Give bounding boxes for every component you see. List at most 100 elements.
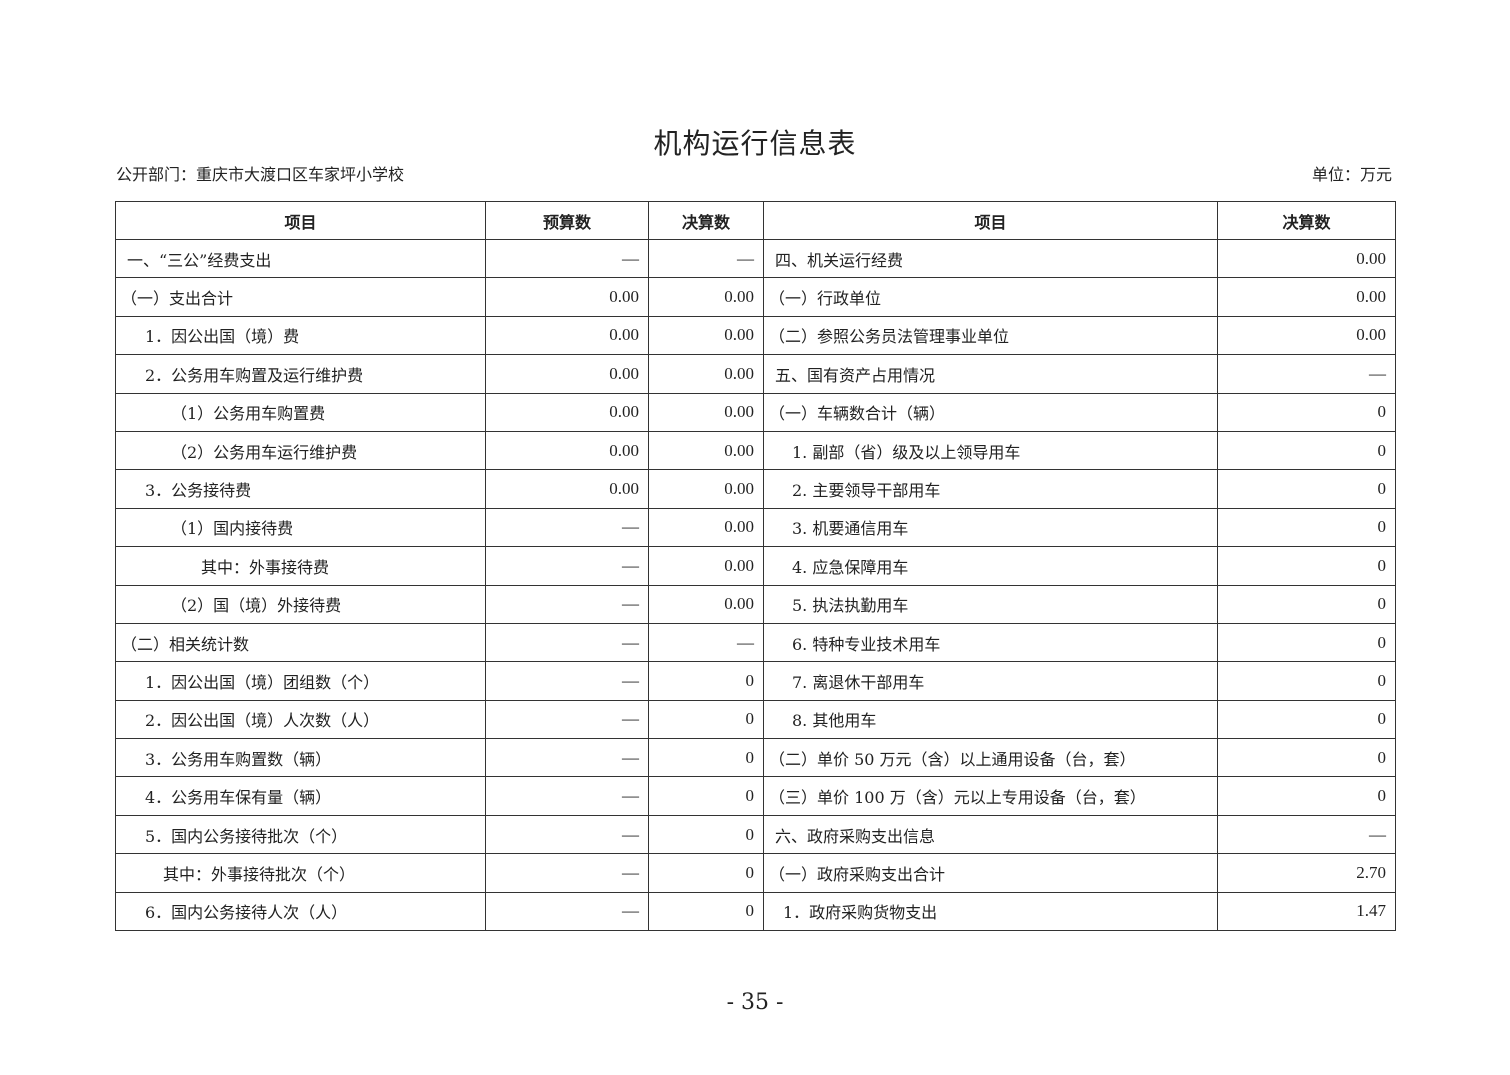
table-row: 2．因公出国（境）人次数（人） —0 8. 其他用车 0 xyxy=(115,699,1396,740)
table-row: 1．因公出国（境）团组数（个） —0 7. 离退休干部用车 0 xyxy=(115,661,1396,701)
header-budget: 预算数 xyxy=(485,201,649,240)
row-final-right: 0 xyxy=(1217,776,1396,816)
row-final-left: 0.00 xyxy=(648,469,764,509)
info-table: 项目 预算数 决算数 项目 决算数 一、“三公”经费支出 — — 四、机关运行经费 0.… xyxy=(115,201,1396,932)
header-item-left: 项目 xyxy=(115,201,486,240)
row-item-right: 3. 机要通信用车 xyxy=(763,507,1218,548)
row-item-right: 1．政府采购货物支出 xyxy=(763,891,1218,932)
row-item-right: 8. 其他用车 xyxy=(763,699,1218,740)
row-final-left: 0 xyxy=(648,776,764,816)
row-final-left: 0 xyxy=(648,738,764,778)
table-row: （2）公务用车运行维护费 0.00 0.00 1. 副部（省）级及以上领导用车 0 xyxy=(115,430,1396,471)
row-budget: — xyxy=(485,776,649,816)
page-number: - 35 - xyxy=(726,990,784,1015)
row-item-right: （一）车辆数合计（辆） xyxy=(763,392,1218,432)
table-row: 一、“三公”经费支出 — — 四、机关运行经费 0.00 xyxy=(115,238,1396,279)
row-item-left: 5．国内公务接待批次（个） xyxy=(115,814,486,855)
row-budget: 0.00 xyxy=(485,392,649,432)
table-header-row: 项目 预算数 决算数 项目 决算数 xyxy=(115,201,1396,240)
table-row: 其中：外事接待批次（个） —0 （一）政府采购支出合计 2.70 xyxy=(115,853,1396,893)
row-budget: — xyxy=(485,238,649,279)
row-item-right: 四、机关运行经费 xyxy=(763,238,1218,279)
row-item-left: 一、“三公”经费支出 xyxy=(115,238,486,279)
row-item-left: （二）相关统计数 xyxy=(115,622,486,663)
row-final-left: — xyxy=(648,622,764,663)
row-final-right: 0 xyxy=(1217,546,1396,586)
row-final-right: 1.47 xyxy=(1217,891,1396,932)
row-final-left: 0 xyxy=(648,699,764,740)
row-item-right: （一）政府采购支出合计 xyxy=(763,853,1218,893)
unit-label: 单位：万元 xyxy=(1311,165,1392,184)
row-final-left: 0.00 xyxy=(648,277,764,317)
row-final-right: 0 xyxy=(1217,469,1396,509)
row-item-right: 六、政府采购支出信息 xyxy=(763,814,1218,855)
row-budget: — xyxy=(485,853,649,893)
row-item-right: （二）参照公务员法管理事业单位 xyxy=(763,315,1218,356)
row-budget: 0.00 xyxy=(485,354,649,394)
row-final-left: 0.00 xyxy=(648,354,764,394)
row-item-right: 五、国有资产占用情况 xyxy=(763,354,1218,394)
row-budget: — xyxy=(485,584,649,624)
row-item-right: 5. 执法执勤用车 xyxy=(763,584,1218,624)
row-item-right: （二）单价 50 万元（含）以上通用设备（台，套） xyxy=(763,738,1218,778)
row-item-right: （三）单价 100 万（含）元以上专用设备（台，套） xyxy=(763,776,1218,816)
header-item-right: 项目 xyxy=(763,201,1218,240)
row-budget: — xyxy=(485,622,649,663)
row-item-right: 7. 离退休干部用车 xyxy=(763,661,1218,701)
table-row: 其中：外事接待费 —0.00 4. 应急保障用车 0 xyxy=(115,546,1396,586)
row-final-left: 0.00 xyxy=(648,507,764,548)
row-final-right: 0.00 xyxy=(1217,238,1396,279)
table-row: （二）相关统计数 — —6. 特种专业技术用车 0 xyxy=(115,622,1396,663)
row-item-right: 1. 副部（省）级及以上领导用车 xyxy=(763,430,1218,471)
row-final-left: — xyxy=(648,238,764,279)
table-row: 2．公务用车购置及运行维护费 0.00 0.00 五、国有资产占用情况 — xyxy=(115,354,1396,394)
table-row: 4．公务用车保有量（辆） —0 （三）单价 100 万（含）元以上专用设备（台，套）… xyxy=(115,776,1396,816)
row-item-left: 3．公务用车购置数（辆） xyxy=(115,738,486,778)
row-final-right: 0.00 xyxy=(1217,315,1396,356)
header-final-left: 决算数 xyxy=(648,201,764,240)
row-item-right: 2. 主要领导干部用车 xyxy=(763,469,1218,509)
row-budget: 0.00 xyxy=(485,277,649,317)
row-item-left: （1）公务用车购置费 xyxy=(115,392,486,432)
row-final-right: — xyxy=(1217,354,1396,394)
row-item-left: 其中：外事接待批次（个） xyxy=(115,853,486,893)
row-item-left: 4．公务用车保有量（辆） xyxy=(115,776,486,816)
table-row: （2）国（境）外接待费 —0.00 5. 执法执勤用车 0 xyxy=(115,584,1396,624)
row-final-right: 0 xyxy=(1217,738,1396,778)
row-budget: — xyxy=(485,661,649,701)
page-title: 机构运行信息表 xyxy=(653,127,857,160)
row-item-left: （1）国内接待费 xyxy=(115,507,486,548)
row-item-left: 1．因公出国（境）费 xyxy=(115,315,486,356)
row-final-left: 0.00 xyxy=(648,546,764,586)
table-row: 6．国内公务接待人次（人） —0 1．政府采购货物支出 1.47 xyxy=(115,891,1396,932)
row-item-left: （2）国（境）外接待费 xyxy=(115,584,486,624)
row-final-left: 0.00 xyxy=(648,430,764,471)
row-final-left: 0 xyxy=(648,814,764,855)
row-budget: — xyxy=(485,507,649,548)
row-item-left: 2．因公出国（境）人次数（人） xyxy=(115,699,486,740)
row-item-left: 1．因公出国（境）团组数（个） xyxy=(115,661,486,701)
row-final-right: 2.70 xyxy=(1217,853,1396,893)
row-final-right: 0 xyxy=(1217,507,1396,548)
row-item-left: （一）支出合计 xyxy=(115,277,486,317)
row-budget: 0.00 xyxy=(485,469,649,509)
row-budget: 0.00 xyxy=(485,315,649,356)
row-final-right: 0 xyxy=(1217,699,1396,740)
table-row: （1）公务用车购置费 0.00 0.00 （一）车辆数合计（辆） 0 xyxy=(115,392,1396,432)
row-item-left: 其中：外事接待费 xyxy=(115,546,486,586)
row-final-left: 0.00 xyxy=(648,392,764,432)
row-final-right: 0 xyxy=(1217,430,1396,471)
row-budget: — xyxy=(485,891,649,932)
header-final-right: 决算数 xyxy=(1217,201,1396,240)
row-final-right: 0 xyxy=(1217,584,1396,624)
table-row: 3．公务用车购置数（辆） —0 （二）单价 50 万元（含）以上通用设备（台，套） 0 xyxy=(115,738,1396,778)
row-budget: — xyxy=(485,699,649,740)
table-row: （1）国内接待费 —0.00 3. 机要通信用车 0 xyxy=(115,507,1396,548)
table-row: 1．因公出国（境）费 0.00 0.00 （二）参照公务员法管理事业单位 0.00 xyxy=(115,315,1396,356)
row-final-right: — xyxy=(1217,814,1396,855)
row-item-right: 4. 应急保障用车 xyxy=(763,546,1218,586)
table-row: 3．公务接待费 0.00 0.00 2. 主要领导干部用车 0 xyxy=(115,469,1396,509)
row-item-left: 6．国内公务接待人次（人） xyxy=(115,891,486,932)
row-final-right: 0 xyxy=(1217,392,1396,432)
row-final-left: 0 xyxy=(648,853,764,893)
